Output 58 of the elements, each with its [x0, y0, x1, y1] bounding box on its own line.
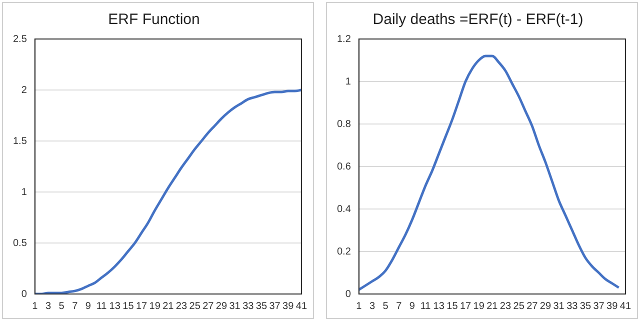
y-tick-label: 0	[21, 288, 28, 300]
y-tick-label: 1.2	[336, 34, 352, 45]
y-tick-label: 0.8	[336, 118, 352, 130]
x-tick-label: 19	[473, 300, 485, 312]
x-tick-label: 15	[446, 300, 458, 312]
x-tick-label: 7	[72, 300, 78, 312]
x-tick-label: 37	[593, 300, 605, 312]
x-tick-label: 23	[176, 300, 188, 312]
x-tick-label: 9	[409, 300, 416, 312]
x-tick-label: 11	[96, 300, 108, 312]
x-tick-label: 19	[149, 300, 161, 312]
x-tick-label: 29	[216, 300, 228, 312]
x-tick-label: 39	[606, 300, 618, 312]
x-tick-label: 9	[85, 300, 92, 312]
x-tick-label: 11	[420, 300, 432, 312]
x-tick-label: 35	[580, 300, 592, 312]
y-tick-label: 1	[345, 76, 352, 88]
y-tick-label: 0.4	[336, 204, 352, 215]
y-tick-label: 0.2	[336, 246, 352, 258]
y-tick-label: 0.6	[336, 161, 352, 172]
x-tick-label: 5	[58, 300, 65, 312]
y-tick-label: 0	[345, 288, 352, 300]
x-tick-label: 3	[369, 300, 376, 312]
y-tick-label: 0.5	[12, 238, 28, 249]
y-tick-label: 1	[21, 186, 28, 198]
x-tick-label: 17	[136, 300, 148, 312]
x-tick-label: 41	[296, 300, 308, 312]
chart-title: Daily deaths =ERF(t) - ERF(t-1)	[372, 11, 584, 28]
x-tick-label: 35	[256, 300, 268, 312]
x-tick-label: 39	[282, 300, 294, 312]
x-tick-label: 13	[433, 300, 445, 312]
y-tick-label: 1.5	[12, 136, 28, 147]
x-tick-label: 41	[620, 300, 632, 312]
x-tick-label: 15	[122, 300, 134, 312]
x-tick-label: 31	[229, 300, 241, 312]
x-tick-label: 29	[540, 300, 552, 312]
x-tick-label: 1	[356, 300, 362, 312]
x-tick-label: 27	[202, 300, 214, 312]
x-tick-label: 5	[382, 300, 389, 312]
x-tick-label: 31	[553, 300, 565, 312]
line-series	[358, 54, 620, 291]
x-tick-label: 25	[513, 300, 525, 312]
x-tick-label: 1	[32, 300, 38, 312]
x-tick-label: 37	[269, 300, 281, 312]
y-tick-label: 2	[21, 84, 28, 96]
x-tick-label: 13	[109, 300, 121, 312]
x-tick-label: 21	[162, 300, 174, 312]
x-tick-label: 33	[566, 300, 578, 312]
x-tick-label: 7	[396, 300, 402, 312]
x-tick-label: 17	[460, 300, 472, 312]
chart-title: ERF Function	[108, 11, 200, 28]
x-tick-label: 33	[242, 300, 254, 312]
y-tick-label: 2.5	[12, 34, 28, 45]
x-tick-label: 21	[486, 300, 498, 312]
x-tick-label: 3	[45, 300, 52, 312]
x-tick-label: 23	[500, 300, 512, 312]
x-tick-label: 25	[189, 300, 201, 312]
x-tick-label: 27	[526, 300, 538, 312]
